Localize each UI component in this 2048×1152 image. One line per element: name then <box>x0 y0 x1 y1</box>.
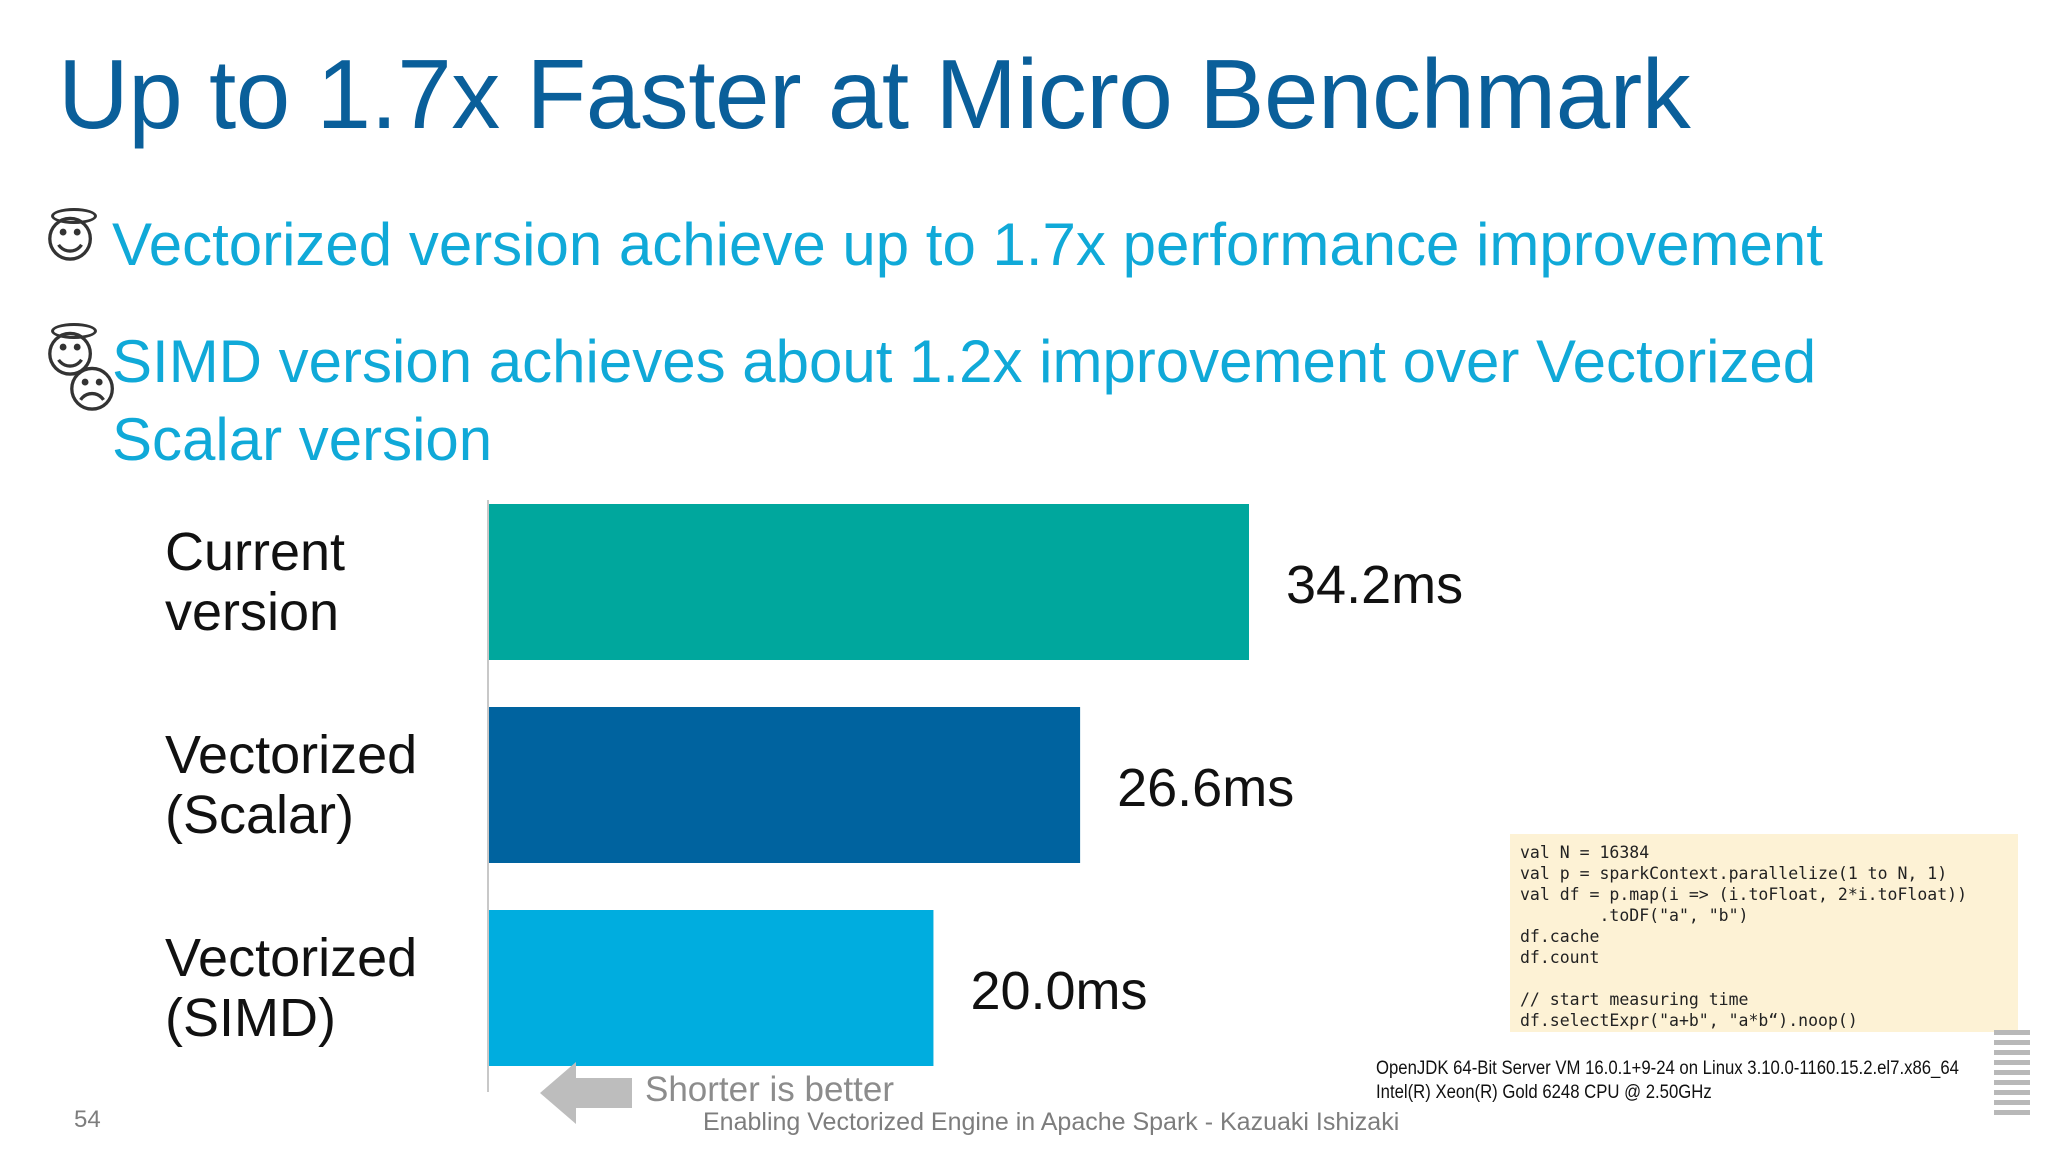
footer-text: Enabling Vectorized Engine in Apache Spa… <box>703 1108 1400 1136</box>
category-label-1: Vectorized (Scalar) <box>165 725 418 845</box>
smiling-face-with-halo-icon: ☺ <box>44 211 97 269</box>
code-snippet: val N = 16384 val p = sparkContext.paral… <box>1510 834 2018 1032</box>
bullet-vectorized: Vectorized version achieve up to 1.7x pe… <box>112 211 1823 278</box>
halo-icon <box>51 323 97 339</box>
bullet-simd-continued: Scalar version <box>112 406 493 473</box>
page-number: 54 <box>74 1106 101 1133</box>
value-label-2: 20.0ms <box>970 961 1148 1021</box>
halo-icon <box>51 208 97 224</box>
environment-jvm: OpenJDK 64-Bit Server VM 16.0.1+9-24 on … <box>1376 1058 1959 1079</box>
slide-title: Up to 1.7x Faster at Micro Benchmark <box>58 39 1691 149</box>
value-label-0: 34.2ms <box>1286 555 1464 615</box>
smiling-face-with-halo-icon: ☺ <box>44 326 97 384</box>
category-label-2: Vectorized (SIMD) <box>165 928 418 1048</box>
bar-2 <box>489 910 934 1066</box>
value-label-1: 26.6ms <box>1117 758 1295 818</box>
bar-0 <box>489 504 1249 660</box>
arrow-left-icon <box>540 1062 632 1124</box>
bar-1 <box>489 707 1081 863</box>
shorter-is-better-note: Shorter is better <box>645 1070 894 1109</box>
bullet-simd: SIMD version achieves about 1.2x improve… <box>112 328 1817 395</box>
category-label-0: Current version <box>165 522 346 642</box>
ibm-logo <box>1994 1030 2030 1122</box>
environment-cpu: Intel(R) Xeon(R) Gold 6248 CPU @ 2.50GHz <box>1376 1082 1712 1103</box>
worried-face-icon: ☹ <box>66 361 119 419</box>
